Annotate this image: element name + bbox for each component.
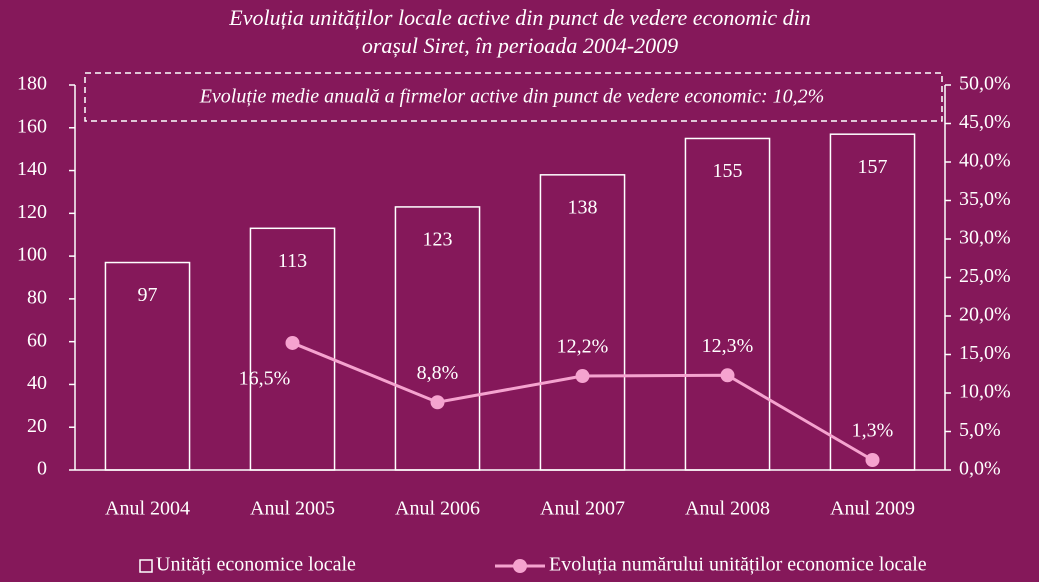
value-label: 16,5% (239, 368, 291, 390)
marker (575, 369, 590, 384)
marker (285, 335, 300, 350)
legend-swatch (513, 559, 527, 573)
legend-label: Unități economice locale (156, 554, 356, 576)
marker (430, 395, 445, 410)
x-tick-label: Anul 2009 (830, 498, 915, 520)
value-label: 8,8% (417, 362, 459, 384)
y2-tick-label: 50,0% (959, 73, 1011, 95)
y2-tick-label: 30,0% (959, 227, 1011, 249)
x-tick-label: Anul 2008 (685, 498, 770, 520)
value-label: 97 (138, 284, 158, 306)
y-tick-label: 0 (37, 458, 47, 480)
y-tick-label: 20 (27, 415, 47, 437)
y-tick-label: 180 (17, 73, 47, 95)
x-tick-label: Anul 2005 (250, 498, 335, 520)
y2-tick-label: 40,0% (959, 150, 1011, 172)
y-tick-label: 140 (17, 158, 47, 180)
value-label: 12,3% (702, 335, 754, 357)
marker (865, 452, 880, 467)
y2-tick-label: 5,0% (959, 419, 1001, 441)
y-tick-label: 160 (17, 115, 47, 137)
y-tick-label: 60 (27, 329, 47, 351)
value-label: 155 (713, 160, 743, 182)
value-label: 113 (278, 250, 307, 272)
bar (104, 261, 191, 471)
y-tick-label: 40 (27, 372, 47, 394)
y-tick-label: 100 (17, 244, 47, 266)
bar (829, 133, 916, 471)
y2-tick-label: 0,0% (959, 458, 1001, 480)
value-label: 12,2% (557, 336, 609, 358)
annotation: Evoluție medie anuală a firmelor active … (199, 86, 825, 108)
bar (394, 206, 481, 471)
value-label: 157 (858, 156, 888, 178)
marker (720, 368, 735, 383)
y2-tick-label: 20,0% (959, 304, 1011, 326)
x-tick-label: Anul 2007 (540, 498, 625, 520)
chart-title: Evoluția unităților locale active din pu… (228, 5, 810, 30)
value-label: 1,3% (852, 420, 894, 442)
y2-tick-label: 15,0% (959, 342, 1011, 364)
bar (684, 137, 771, 471)
y-tick-label: 80 (27, 286, 47, 308)
annotation-box (84, 72, 943, 122)
chart-title: orașul Siret, în perioada 2004-2009 (362, 33, 678, 58)
value-label: 123 (423, 229, 453, 251)
legend-label: Evoluția numărului unităților economice … (549, 554, 927, 576)
y2-tick-label: 35,0% (959, 188, 1011, 210)
x-tick-label: Anul 2006 (395, 498, 480, 520)
y2-tick-label: 45,0% (959, 111, 1011, 133)
x-tick-label: Anul 2004 (105, 498, 190, 520)
bar (249, 227, 336, 471)
y-tick-label: 120 (17, 201, 47, 223)
y2-tick-label: 25,0% (959, 265, 1011, 287)
bar (539, 174, 626, 471)
legend-swatch (139, 559, 153, 573)
y2-tick-label: 10,0% (959, 381, 1011, 403)
value-label: 138 (568, 196, 598, 218)
